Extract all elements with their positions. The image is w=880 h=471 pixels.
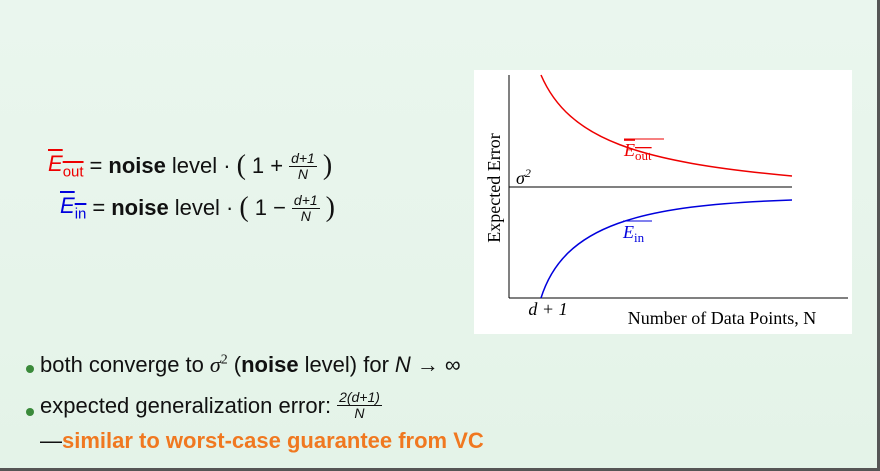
x-tick: d + 1 <box>528 299 567 319</box>
sigma-sym: σ <box>516 168 526 188</box>
text: → ∞ <box>416 352 461 377</box>
paren: ( <box>236 150 246 181</box>
lhs: Eout <box>48 151 84 180</box>
n: N <box>394 352 411 377</box>
den: N <box>354 405 365 421</box>
sign: 1 + <box>251 153 284 178</box>
paren: ) <box>325 192 335 223</box>
sub: out <box>635 148 652 163</box>
text: level) for <box>304 352 389 377</box>
sigma: σ2 <box>516 166 531 188</box>
sym: σ <box>209 352 221 377</box>
bold: noise <box>108 153 166 178</box>
e: E <box>60 193 75 219</box>
text: expected generalization error: <box>40 392 332 418</box>
bullet: both converge to σ2 (noise level) for N … <box>40 352 461 378</box>
num: d+1 <box>291 191 320 209</box>
eq: = <box>92 195 106 220</box>
sub: out <box>62 163 84 181</box>
sub: in <box>634 230 645 245</box>
bold: noise <box>111 195 169 220</box>
equation: Ein = noise level · ( 1 − d+1 N ) <box>60 192 335 224</box>
bullet-dot <box>26 408 34 416</box>
den: N <box>300 207 311 224</box>
num: 2(d+1) <box>337 389 382 406</box>
sigma: σ2 <box>210 352 228 378</box>
bold: noise <box>241 352 299 377</box>
highlight: similar to worst-case guarantee from VC <box>62 428 484 453</box>
ein-curve <box>540 199 793 299</box>
text: level · <box>174 195 234 220</box>
frac: d+1 N <box>291 191 320 224</box>
dash: — <box>40 428 62 453</box>
sign: 1 − <box>254 195 286 220</box>
eq: = <box>89 153 103 178</box>
sup: 2 <box>220 352 228 368</box>
sup: 2 <box>525 166 531 180</box>
y-label: Expected Error <box>484 133 504 242</box>
bullet: expected generalization error: 2(d+1) N <box>40 390 382 421</box>
text: ( <box>233 352 242 377</box>
e: E <box>48 151 63 177</box>
frac: 2(d+1) N <box>337 390 382 421</box>
num: d+1 <box>289 149 317 167</box>
x-label: Number of Data Points, N <box>628 308 816 328</box>
e: E <box>622 222 634 242</box>
paren: ) <box>322 150 333 181</box>
text: level · <box>171 153 231 178</box>
paren: ( <box>239 192 249 223</box>
bullet-line: — similar to worst-case guarantee from V… <box>40 428 484 454</box>
frac: d+1 N <box>289 149 317 182</box>
figure: Expected Error Number of Data Points, N … <box>474 70 852 334</box>
bullet-dot <box>26 365 34 373</box>
sub: in <box>74 205 87 223</box>
ein-label: Ein <box>622 222 645 245</box>
den: N <box>297 165 309 182</box>
e: E <box>623 140 635 160</box>
eout-label: Eout <box>623 140 652 163</box>
eout-curve <box>540 74 793 177</box>
figure-bg <box>474 70 852 334</box>
equation: Eout = noise level · ( 1 + d+1 N ) <box>48 150 332 182</box>
text: both converge to <box>40 352 204 377</box>
lhs: Ein <box>60 193 86 222</box>
